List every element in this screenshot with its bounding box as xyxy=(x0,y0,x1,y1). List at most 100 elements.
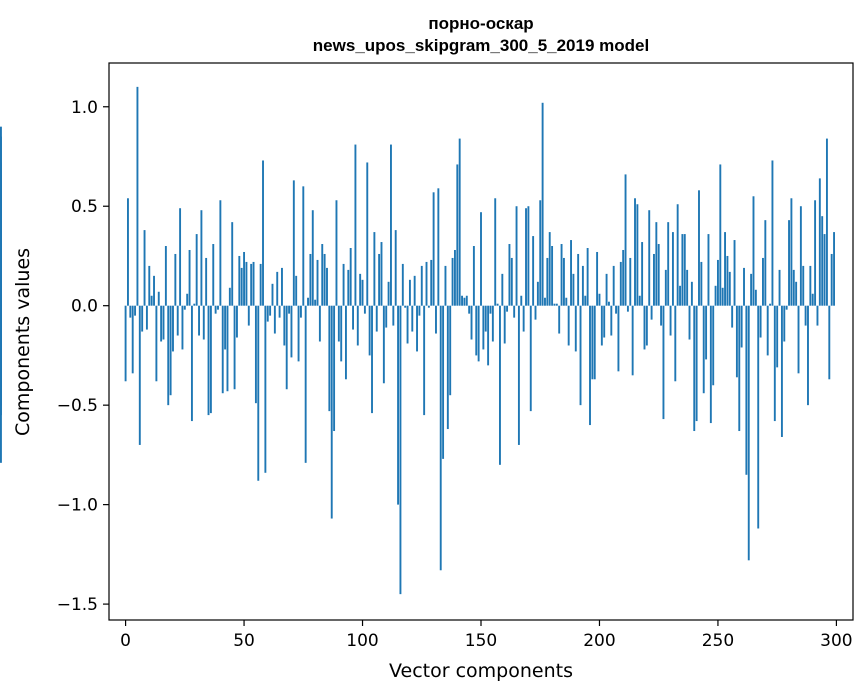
bar-294 xyxy=(821,216,824,306)
bar-266 xyxy=(754,289,757,306)
y-tick-label--1.5: −1.5 xyxy=(57,595,98,615)
bar-148 xyxy=(475,305,478,356)
bar-138 xyxy=(451,257,454,306)
bar-190 xyxy=(574,305,577,352)
bar-186 xyxy=(565,297,568,306)
bar-172 xyxy=(532,236,535,306)
bar-278 xyxy=(783,305,786,342)
bar-256 xyxy=(731,305,734,328)
bar-89 xyxy=(335,200,338,306)
bar-199 xyxy=(596,251,599,306)
bar-48 xyxy=(238,255,241,306)
y-tick-label-1: 1.0 xyxy=(71,98,98,118)
bar-137 xyxy=(449,305,452,396)
bar-157 xyxy=(496,303,499,306)
bar-160 xyxy=(503,305,506,344)
bar-38 xyxy=(214,305,217,314)
bar-277 xyxy=(780,305,783,437)
bar-147 xyxy=(472,246,475,306)
bar-255 xyxy=(728,271,731,306)
bar-195 xyxy=(586,248,589,306)
chart-title-line2: news_upos_skipgram_300_5_2019 model xyxy=(313,36,649,55)
bar-252 xyxy=(721,287,724,306)
y-axis-label: Components values xyxy=(12,248,34,436)
bar-109 xyxy=(382,305,385,384)
bar-171 xyxy=(529,305,532,412)
bar-107 xyxy=(378,253,381,306)
bar-220 xyxy=(645,305,648,346)
bar-161 xyxy=(506,305,509,312)
bar-181 xyxy=(553,303,556,306)
bar-287 xyxy=(804,305,807,326)
bar-130 xyxy=(432,192,435,306)
bar-52 xyxy=(247,305,250,326)
bar-68 xyxy=(285,305,288,390)
bar-81 xyxy=(316,259,319,306)
bar-84 xyxy=(323,253,326,306)
bar-231 xyxy=(671,232,674,306)
bar-243 xyxy=(700,261,703,306)
bar-233 xyxy=(676,204,679,306)
bar-210 xyxy=(622,249,625,306)
bar-213 xyxy=(629,257,632,306)
bar-121 xyxy=(411,305,414,332)
bar-238 xyxy=(688,305,691,340)
bar-145 xyxy=(468,305,471,314)
bar-119 xyxy=(406,305,409,344)
bar-102 xyxy=(366,162,369,306)
bar-111 xyxy=(387,281,390,306)
bar-165 xyxy=(515,206,518,306)
bar-19 xyxy=(169,305,172,396)
bar-185 xyxy=(562,257,565,306)
bar-227 xyxy=(662,305,665,420)
bar-259 xyxy=(738,305,741,432)
bar-85 xyxy=(326,267,328,306)
bar-2 xyxy=(129,305,132,318)
bar-44 xyxy=(228,287,231,306)
bar-156 xyxy=(494,198,497,306)
bar-283 xyxy=(795,281,798,306)
bar-237 xyxy=(686,269,689,306)
bar-209 xyxy=(619,261,622,306)
bar-104 xyxy=(371,305,373,414)
bar-183 xyxy=(558,305,561,334)
bar-76 xyxy=(304,305,307,463)
bar-232 xyxy=(674,305,677,382)
bar-223 xyxy=(653,253,655,306)
bar-299 xyxy=(833,232,835,306)
bar-162 xyxy=(508,244,511,306)
bar-188 xyxy=(570,240,572,306)
bar-77 xyxy=(307,297,309,306)
axes-layer: 0 50 100 150 200 250 300 −1.5 −1.0 −0.5 0.0 0.5 1.0 xyxy=(57,62,854,651)
bar-262 xyxy=(745,305,748,475)
bar-136 xyxy=(446,305,449,430)
bar-116 xyxy=(399,305,402,595)
bar-126 xyxy=(423,305,426,416)
bar-135 xyxy=(444,265,447,306)
bar-230 xyxy=(669,305,672,336)
bar-97 xyxy=(354,144,357,306)
bar-139 xyxy=(453,249,456,306)
bar-173 xyxy=(534,305,537,320)
bar-33 xyxy=(202,305,205,340)
bar-235 xyxy=(681,234,684,306)
bar-106 xyxy=(375,305,378,332)
bar-196 xyxy=(589,305,591,426)
bar-66 xyxy=(281,267,283,306)
bar-236 xyxy=(683,234,686,306)
bar-184 xyxy=(560,244,563,306)
bar-290 xyxy=(811,293,814,306)
bar-140 xyxy=(456,164,459,306)
bar-115 xyxy=(397,305,400,505)
bar-275 xyxy=(776,305,779,368)
bar-54 xyxy=(252,261,255,306)
bar-175 xyxy=(539,200,542,306)
bar-100 xyxy=(361,279,364,306)
bar-125 xyxy=(420,265,423,306)
chart-title-line1: порно-оскар xyxy=(428,14,533,33)
bar-226 xyxy=(660,305,663,326)
bar-178 xyxy=(546,257,549,306)
bar-86 xyxy=(328,305,331,412)
bar-122 xyxy=(413,275,416,306)
